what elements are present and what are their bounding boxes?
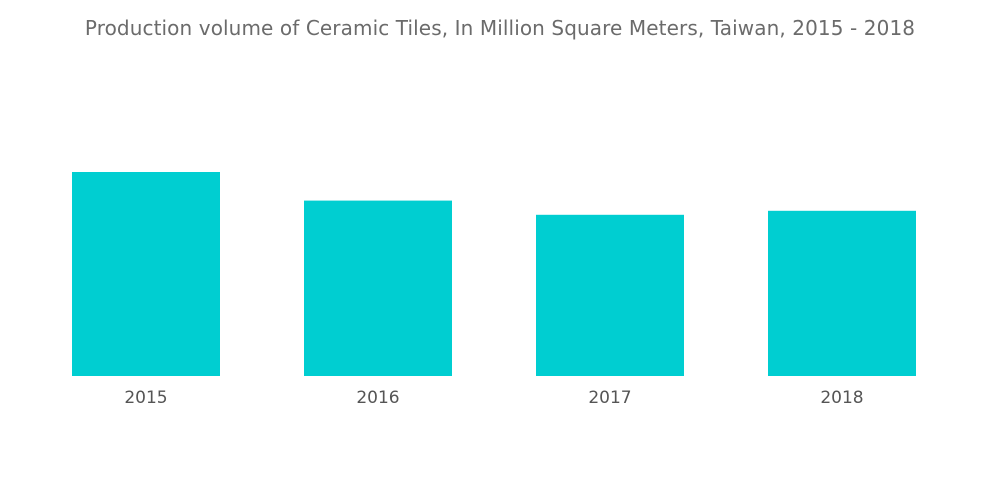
x-axis-tick-labels: 2015 2016 2017 2018 bbox=[124, 388, 863, 408]
chart-title: Production volume of Ceramic Tiles, In M… bbox=[84, 16, 916, 40]
bar-2015 bbox=[72, 172, 220, 376]
x-tick-label-2017: 2017 bbox=[588, 388, 631, 408]
bar-2017 bbox=[536, 214, 684, 376]
bars-layer bbox=[72, 172, 916, 376]
x-tick-label-2018: 2018 bbox=[820, 388, 863, 408]
x-tick-label-2015: 2015 bbox=[124, 388, 167, 408]
bar-2018 bbox=[768, 210, 916, 376]
x-tick-label-2016: 2016 bbox=[356, 388, 399, 408]
bar-2016 bbox=[304, 200, 452, 376]
